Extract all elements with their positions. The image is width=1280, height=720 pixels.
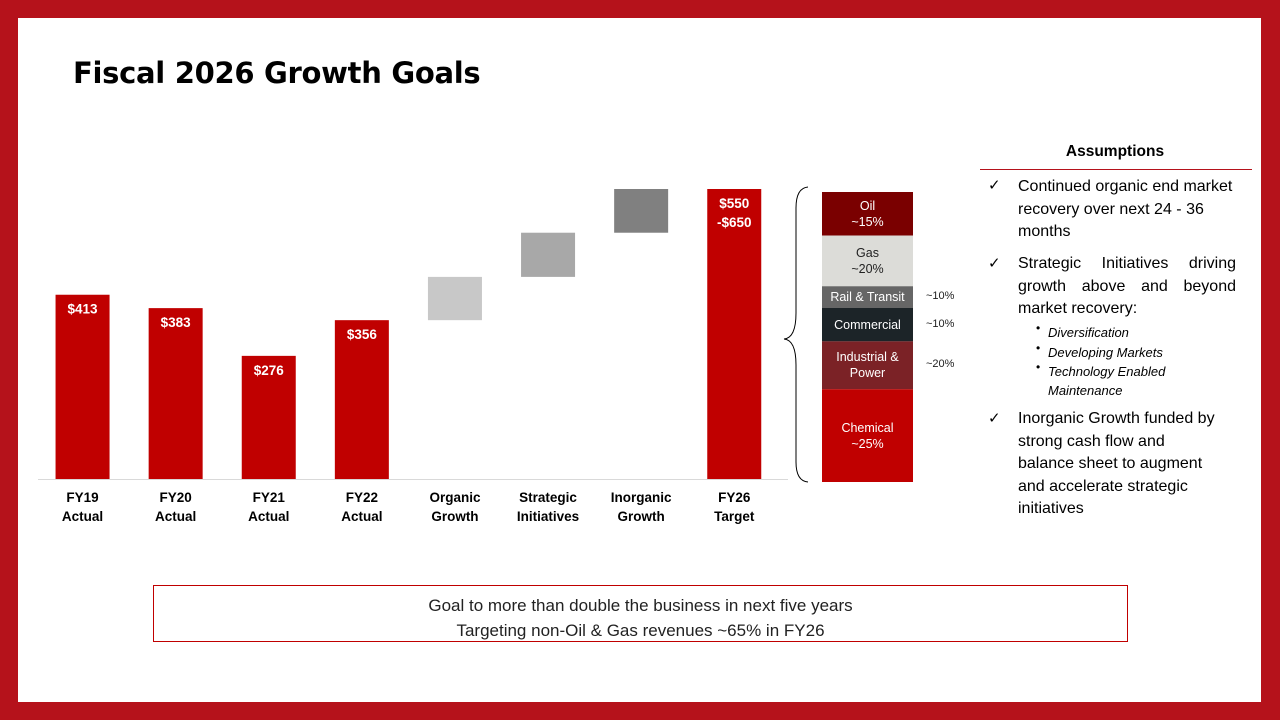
mix-segment-label: Commercial <box>834 317 901 332</box>
bar-3 <box>241 355 296 479</box>
x-tick-label: Organic <box>429 490 481 505</box>
sub-item-diversification: Diversification <box>1048 325 1129 340</box>
goal-line-2: Targeting non-Oil & Gas revenues ~65% in… <box>456 621 825 640</box>
mix-segment-label: Industrial & Power <box>836 350 899 381</box>
assumption-item-2: Strategic Initiatives driving growth abo… <box>1018 255 1236 317</box>
x-tick-label: FY19 <box>66 490 98 505</box>
mix-segment-5 <box>822 341 913 390</box>
mix-segment-6 <box>822 389 913 482</box>
x-tick-label: Growth <box>431 509 478 524</box>
mix-segment-2 <box>822 235 913 287</box>
mix-segment-label: Chemical ~25% <box>841 420 894 451</box>
bullet-icon: • <box>1036 321 1041 335</box>
mix-segment-4 <box>822 308 913 342</box>
mix-segment-3 <box>822 286 913 308</box>
x-tick-label: Inorganic <box>611 490 672 505</box>
mix-segment-1 <box>822 192 913 236</box>
mix-side-label: ~10% <box>926 290 955 303</box>
x-tick-label: Initiatives <box>517 509 579 524</box>
data-label: -$650 <box>717 215 752 230</box>
bar-2 <box>148 308 203 479</box>
goal-callout: Goal to more than double the business in… <box>153 585 1128 642</box>
bar-1 <box>55 294 110 479</box>
x-tick-label: Actual <box>155 509 196 524</box>
data-label: $356 <box>347 327 378 342</box>
bullet-icon: • <box>1036 360 1041 374</box>
bar-8 <box>707 189 762 479</box>
bar-4 <box>334 320 389 479</box>
bullet-icon: • <box>1036 341 1041 355</box>
x-tick-label: FY22 <box>346 490 378 505</box>
data-label: $550 <box>719 196 749 211</box>
x-tick-label: Target <box>714 509 755 524</box>
slide: Fiscal 2026 Growth Goals $413 FY19 Actual $… <box>18 18 1261 702</box>
x-tick-label: Actual <box>341 509 382 524</box>
assumptions-divider <box>980 169 1252 170</box>
assumptions-heading: Assumptions <box>1065 143 1165 160</box>
sub-item-developing-markets: Developing Markets <box>1048 345 1163 360</box>
x-tick-label: FY20 <box>160 490 192 505</box>
x-tick-label: FY26 <box>718 490 751 505</box>
data-label: $276 <box>254 363 285 378</box>
page-title: Fiscal 2026 Growth Goals <box>73 56 481 90</box>
mix-segment-label: Oil ~15% <box>851 198 884 229</box>
x-tick-label: FY21 <box>253 490 286 505</box>
bar-5 <box>427 276 482 321</box>
goal-line-1: Goal to more than double the business in… <box>428 596 853 615</box>
curly-brace <box>783 186 809 483</box>
mix-segment-label: Gas ~20% <box>851 245 884 276</box>
bar-6 <box>521 232 576 277</box>
mix-side-label: ~20% <box>926 358 955 371</box>
bar-7 <box>614 189 669 233</box>
data-label: $413 <box>68 302 99 317</box>
sub-item-technology-maintenance: Technology Enabled Maintenance <box>1048 364 1166 398</box>
check-icon: ✓ <box>988 177 1001 194</box>
assumption-item-3: Inorganic Growth funded by strong cash f… <box>1018 410 1215 517</box>
mix-segment-label: Rail & Transit <box>830 290 905 305</box>
waterfall-chart: $413 FY19 Actual $383 FY20 Actual $276 FY21 Actu… <box>38 186 913 524</box>
x-tick-label: Strategic <box>519 490 577 505</box>
assumption-item-1: Continued organic end market recovery ov… <box>1018 178 1233 240</box>
x-tick-label: Actual <box>248 509 289 524</box>
mix-side-label: ~10% <box>926 317 955 330</box>
check-icon: ✓ <box>988 255 1001 272</box>
data-label: $383 <box>161 315 192 330</box>
check-icon: ✓ <box>988 410 1001 427</box>
x-tick-label: Actual <box>62 509 103 524</box>
x-tick-label: Growth <box>618 509 665 524</box>
